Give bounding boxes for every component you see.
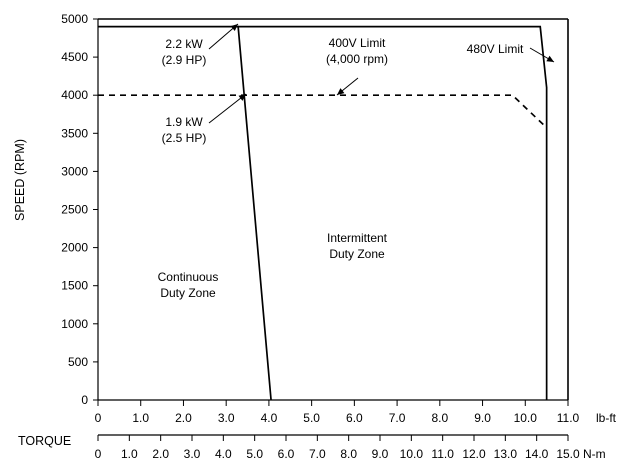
series-line-1	[98, 25, 272, 401]
x-nm-tick-label: 2.0	[152, 447, 169, 461]
annotation-text: Intermittent	[327, 231, 388, 245]
x-lbft-tick-label: 8.0	[431, 411, 448, 425]
y-axis-ticks: 0 500 1000 1500 2000 2500 3000 3500 4000 4500 5000	[61, 12, 98, 407]
y-tick-label: 3500	[61, 126, 88, 140]
x-axis-nm: 0 1.0 2.0 3.0 4.0 5.0 6.0 7.0 8.0 9.0 10.0 11.0 12.0…	[95, 434, 606, 461]
series-line-3	[98, 94, 546, 127]
y-tick-label: 1500	[61, 279, 88, 293]
annotation-text: (2.9 HP)	[162, 53, 207, 67]
x-nm-tick-label: 13.0	[494, 447, 518, 461]
x-nm-tick-label: 5.0	[246, 447, 263, 461]
x-nm-tick-label: 9.0	[372, 447, 389, 461]
y-tick-label: 5000	[61, 12, 88, 26]
series-lines	[98, 25, 548, 401]
annotation-text: (2.5 HP)	[162, 131, 207, 145]
y-tick-label: 4000	[61, 88, 88, 102]
x-lbft-tick-label: 1.0	[132, 411, 149, 425]
annotation-text: (4,000 rpm)	[326, 52, 388, 66]
y-tick-label: 0	[81, 393, 88, 407]
x-nm-tick-label: 3.0	[184, 447, 201, 461]
annotation-text: 400V Limit	[329, 36, 386, 50]
y-tick-label: 1000	[61, 317, 88, 331]
annotation-arrowhead	[546, 55, 554, 62]
x-nm-tick-label: 0	[95, 447, 102, 461]
y-axis-title: SPEED (RPM)	[13, 139, 27, 221]
x-nm-tick-label: 14.0	[525, 447, 549, 461]
annotation-arrowhead	[337, 88, 345, 95]
annotation-arrowhead	[238, 94, 246, 101]
annotation-text: 2.2 kW	[165, 37, 203, 51]
x-lbft-tick-label: 3.0	[218, 411, 235, 425]
annotation-text: 480V Limit	[467, 42, 524, 56]
x-nm-tick-label: 1.0	[121, 447, 138, 461]
x-lbft-tick-label: 10.0	[514, 411, 538, 425]
x-nm-tick-label: 7.0	[309, 447, 326, 461]
x-nm-tick-label: 11.0	[431, 447, 454, 461]
annotation-text: 1.9 kW	[165, 115, 203, 129]
x-nm-tick-label: 15.0	[556, 447, 580, 461]
annotations: 2.2 kW (2.9 HP) 1.9 kW (2.5 HP) 400V Limit (4…	[158, 23, 555, 300]
x-nm-tick-label: 4.0	[215, 447, 232, 461]
annotation-leader	[208, 93, 247, 124]
y-tick-label: 3000	[61, 164, 88, 178]
y-tick-label: 2000	[61, 241, 88, 255]
annotation-text: Duty Zone	[329, 247, 385, 261]
x-lbft-unit-label: lb-ft	[596, 411, 617, 425]
x-lbft-tick-label: 6.0	[346, 411, 363, 425]
y-tick-label: 2500	[61, 203, 88, 217]
x-lbft-tick-label: 4.0	[261, 411, 278, 425]
x-nm-tick-label: 12.0	[462, 447, 486, 461]
x-nm-unit-label: N-m	[583, 447, 606, 461]
series-line-2	[238, 25, 548, 400]
x-nm-tick-label: 10.0	[400, 447, 424, 461]
annotation-arrowhead	[230, 24, 238, 31]
x-nm-tick-label: 8.0	[340, 447, 357, 461]
x-axis-lbft: 0 1.0 2.0 3.0 4.0 5.0 6.0 7.0 8.0 9.0 10.0 11.0 lb-f…	[95, 400, 617, 425]
plot-frame	[97, 18, 569, 401]
y-tick-label: 500	[68, 355, 88, 369]
y-tick-label: 4500	[61, 50, 88, 64]
x-lbft-tick-label: 5.0	[303, 411, 320, 425]
x-axis-title: TORQUE	[18, 434, 71, 448]
x-lbft-tick-label: 9.0	[474, 411, 491, 425]
x-nm-tick-label: 6.0	[278, 447, 295, 461]
x-lbft-tick-label: 7.0	[389, 411, 406, 425]
x-lbft-tick-label: 0	[95, 411, 102, 425]
x-lbft-tick-label: 2.0	[175, 411, 192, 425]
annotation-text: Duty Zone	[160, 286, 216, 300]
x-lbft-tick-label: 11.0	[557, 411, 580, 425]
annotation-text: Continuous	[158, 270, 219, 284]
